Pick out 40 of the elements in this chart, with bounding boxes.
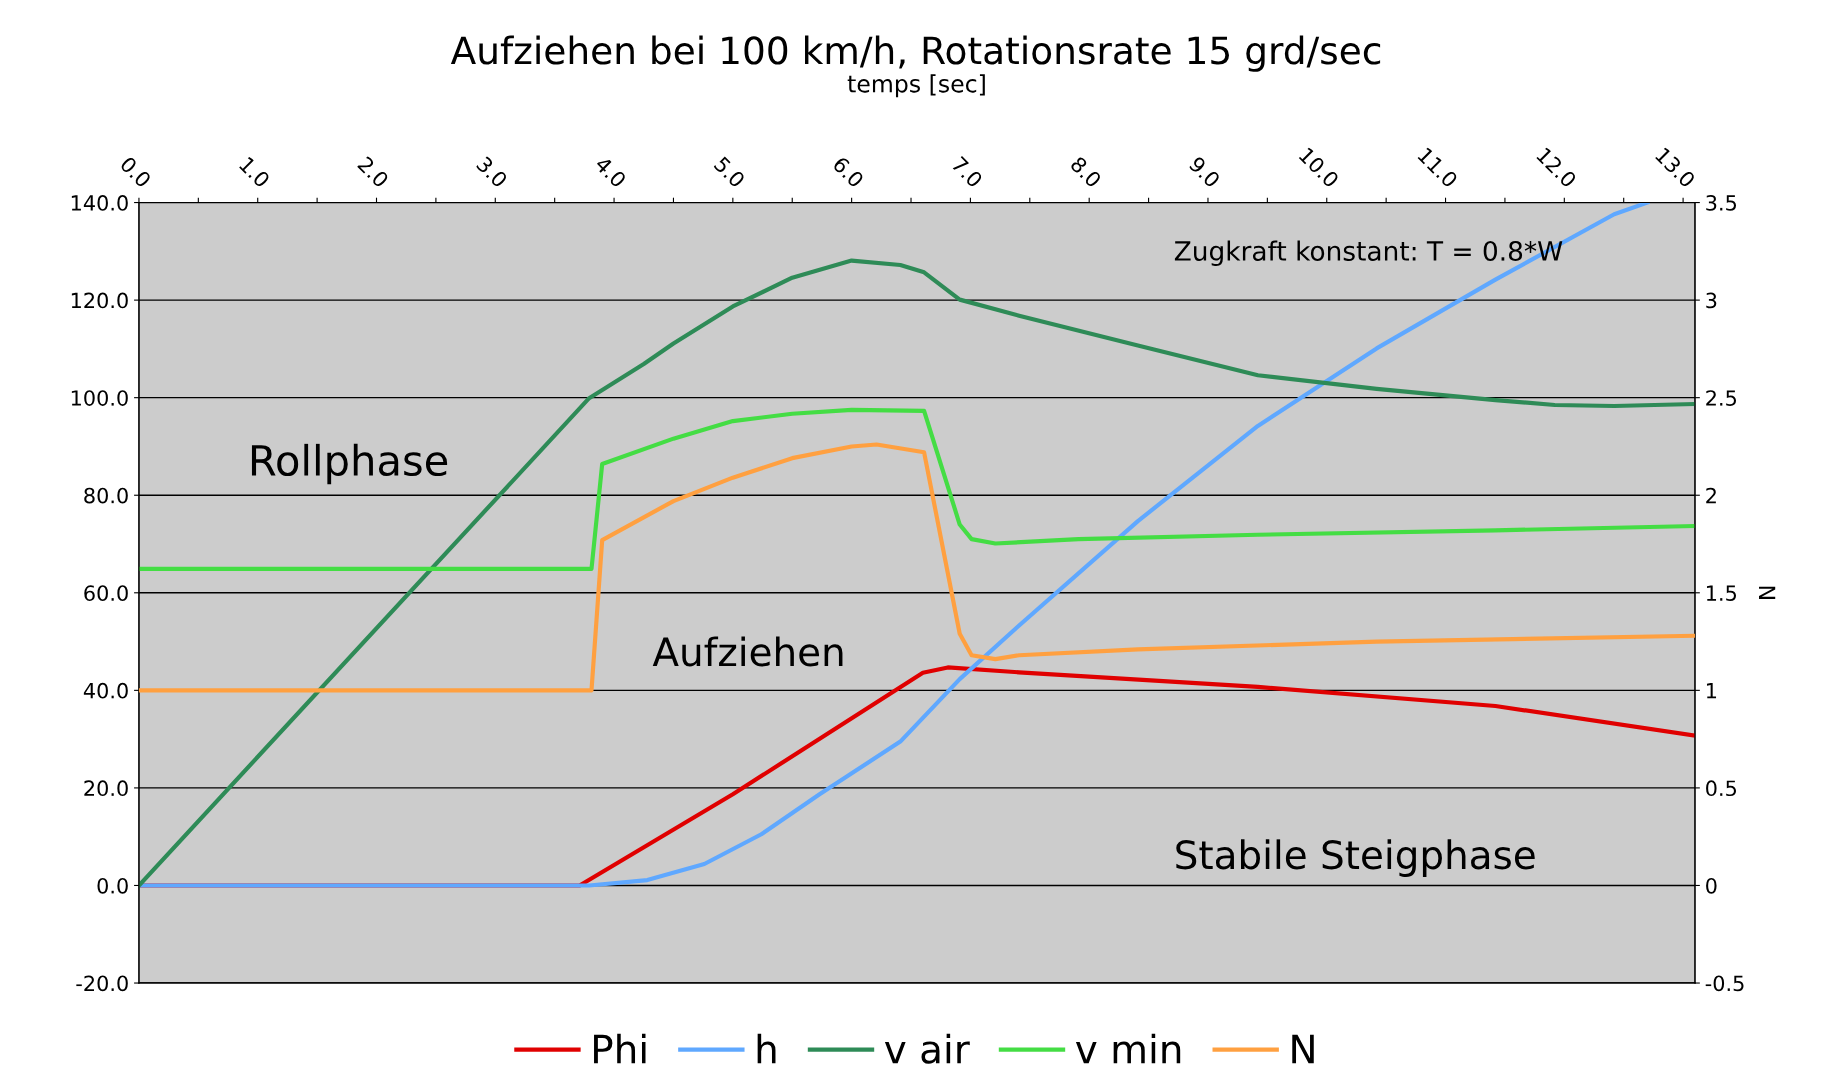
y-tick-label: 140.0: [71, 195, 128, 211]
y2-tick-label: 1: [1706, 683, 1717, 699]
y2-tick-label: 3.5: [1706, 195, 1737, 211]
x-tick-label: 1.0: [238, 156, 271, 189]
y2-axis-title: N: [1759, 586, 1776, 599]
x-tick-label: 2.0: [357, 155, 390, 189]
y2-tick-label: 0: [1706, 877, 1717, 894]
y-tick-label: 0.0: [97, 877, 128, 894]
y-tick-label: 40.0: [83, 682, 128, 699]
y2-tick-label: 1.5: [1706, 585, 1737, 602]
y-tick-label: 100.0: [71, 390, 128, 406]
x-tick-label: 4.0: [594, 155, 628, 189]
x-tick-label: 8.0: [1069, 155, 1103, 189]
y-tick-label: 80.0: [84, 487, 128, 504]
x-tick-label: 9.0: [1188, 155, 1221, 189]
annotation: Aufziehen: [652, 636, 843, 667]
legend-label: v min: [1075, 1033, 1181, 1064]
y-tick-label: -20.0: [76, 975, 128, 992]
x-tick-label: 7.0: [951, 155, 984, 189]
x-tick-label: 0.0: [119, 155, 152, 189]
legend-label: v air: [884, 1033, 970, 1064]
y2-tick-label: -0.5: [1705, 975, 1744, 992]
legend-label: N: [1292, 1034, 1314, 1064]
annotation: Stabile Steigphase: [1176, 839, 1535, 877]
x-tick-label: 6.0: [832, 155, 865, 189]
y-tick-label: 120.0: [71, 292, 128, 309]
y2-tick-label: 3: [1706, 292, 1717, 309]
x-tick-label: 5.0: [713, 155, 746, 189]
annotation: Zugkraft konstant: T = 0.8*W: [1174, 240, 1563, 267]
y2-tick-label: 2.5: [1706, 390, 1737, 406]
legend-label: h: [757, 1033, 776, 1064]
y2-tick-label: 0.5: [1706, 780, 1737, 797]
legend-label: Phi: [594, 1033, 646, 1064]
y-tick-label: 20.0: [84, 780, 128, 797]
annotation: Rollphase: [251, 443, 448, 485]
x-tick-label: 3.0: [475, 155, 509, 189]
chart-title: Aufziehen bei 100 km/h, Rotationsrate 15 grd/sec: [450, 35, 1381, 72]
y-tick-label: 60.0: [84, 585, 128, 602]
x-axis-title: temps [sec]: [847, 74, 985, 98]
y2-tick-label: 2: [1706, 487, 1716, 504]
